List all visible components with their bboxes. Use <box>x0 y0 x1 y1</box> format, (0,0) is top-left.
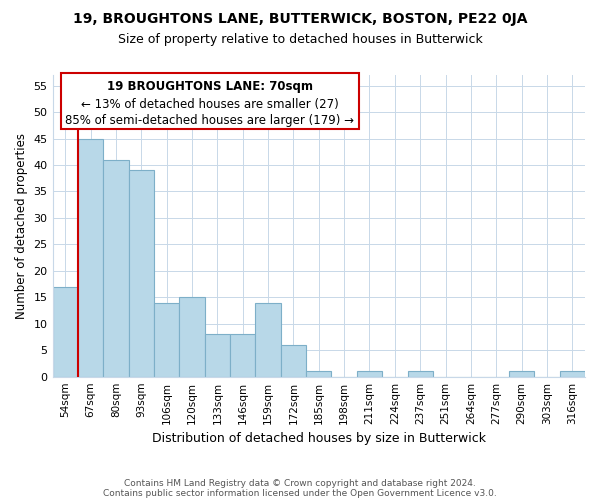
Bar <box>306 372 331 376</box>
Bar <box>256 302 281 376</box>
Bar <box>78 138 103 376</box>
Text: Contains public sector information licensed under the Open Government Licence v3: Contains public sector information licen… <box>103 488 497 498</box>
Bar <box>154 302 179 376</box>
Bar <box>230 334 256 376</box>
Bar <box>103 160 128 376</box>
Bar <box>281 345 306 376</box>
Y-axis label: Number of detached properties: Number of detached properties <box>15 133 28 319</box>
Bar <box>128 170 154 376</box>
Bar <box>205 334 230 376</box>
Text: Size of property relative to detached houses in Butterwick: Size of property relative to detached ho… <box>118 32 482 46</box>
Bar <box>179 298 205 376</box>
Bar <box>53 286 78 376</box>
Text: 85% of semi-detached houses are larger (179) →: 85% of semi-detached houses are larger (… <box>65 114 354 128</box>
Text: ← 13% of detached houses are smaller (27): ← 13% of detached houses are smaller (27… <box>81 98 338 110</box>
Text: 19 BROUGHTONS LANE: 70sqm: 19 BROUGHTONS LANE: 70sqm <box>107 80 313 94</box>
Bar <box>509 372 534 376</box>
Bar <box>407 372 433 376</box>
Bar <box>357 372 382 376</box>
Text: Contains HM Land Registry data © Crown copyright and database right 2024.: Contains HM Land Registry data © Crown c… <box>124 478 476 488</box>
Bar <box>560 372 585 376</box>
X-axis label: Distribution of detached houses by size in Butterwick: Distribution of detached houses by size … <box>152 432 486 445</box>
Text: 19, BROUGHTONS LANE, BUTTERWICK, BOSTON, PE22 0JA: 19, BROUGHTONS LANE, BUTTERWICK, BOSTON,… <box>73 12 527 26</box>
